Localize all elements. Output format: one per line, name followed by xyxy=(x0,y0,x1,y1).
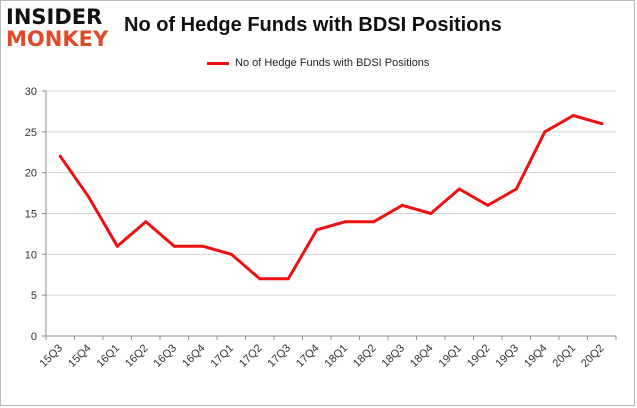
data-point-19Q1 xyxy=(457,187,461,191)
x-tick-label-16Q2: 16Q2 xyxy=(123,342,151,370)
y-tick-label-25: 25 xyxy=(25,127,37,139)
x-tick-label-17Q1: 17Q1 xyxy=(209,342,237,370)
x-tick-labels: 15Q3 15Q4 16Q1 16Q2 16Q3 16Q4 17Q1 17Q2 17Q3 17Q4… xyxy=(38,342,607,370)
y-tick-label-30: 30 xyxy=(25,86,37,98)
data-point-18Q3 xyxy=(400,203,404,207)
logo-line-1: INSIDER xyxy=(6,5,103,29)
x-tick-label-18Q3: 18Q3 xyxy=(380,342,408,370)
x-tick-label-19Q2: 19Q2 xyxy=(465,342,493,370)
data-point-19Q4 xyxy=(543,130,547,134)
insider-monkey-logo: INSIDER MONKEY xyxy=(6,6,118,52)
y-tick-label-5: 5 xyxy=(31,290,37,302)
x-tick-label-15Q3: 15Q3 xyxy=(38,342,66,370)
y-tick-label-20: 20 xyxy=(25,168,37,180)
data-point-17Q4 xyxy=(315,228,319,232)
y-tick-labels: 0 5 10 15 20 25 30 xyxy=(25,86,37,343)
data-point-15Q4 xyxy=(87,195,91,199)
x-tick-label-16Q3: 16Q3 xyxy=(152,342,180,370)
x-tick-label-17Q3: 17Q3 xyxy=(266,342,294,370)
x-tick-label-16Q1: 16Q1 xyxy=(95,342,123,370)
legend-label: No of Hedge Funds with BDSI Positions xyxy=(235,57,430,69)
data-point-16Q4 xyxy=(201,244,205,248)
x-tick-label-16Q4: 16Q4 xyxy=(180,342,208,370)
data-point-18Q4 xyxy=(429,212,433,215)
legend-swatch xyxy=(207,61,229,65)
data-point-16Q2 xyxy=(144,220,148,224)
data-point-18Q2 xyxy=(372,220,376,224)
data-point-17Q3 xyxy=(286,277,290,281)
x-tick-label-17Q2: 17Q2 xyxy=(237,342,265,370)
y-tick-label-15: 15 xyxy=(25,209,37,221)
legend: No of Hedge Funds with BDSI Positions xyxy=(207,57,429,69)
x-tick-label-20Q2: 20Q2 xyxy=(579,342,607,370)
data-point-19Q3 xyxy=(514,187,518,191)
data-point-20Q1 xyxy=(571,114,575,117)
chart-title: No of Hedge Funds with BDSI Positions xyxy=(124,14,502,36)
x-tick-label-19Q1: 19Q1 xyxy=(437,342,465,370)
series-group xyxy=(58,114,604,281)
x-tick-label-17Q4: 17Q4 xyxy=(294,342,322,370)
data-point-15Q3 xyxy=(58,154,62,158)
x-tick-label-20Q1: 20Q1 xyxy=(551,342,579,370)
x-tick-label-18Q1: 18Q1 xyxy=(323,342,351,370)
data-point-17Q2 xyxy=(258,277,262,281)
data-point-18Q1 xyxy=(343,220,347,224)
data-point-19Q2 xyxy=(486,203,490,207)
y-tick-label-0: 0 xyxy=(31,331,37,343)
x-tick-label-19Q4: 19Q4 xyxy=(522,342,550,370)
y-tick-label-10: 10 xyxy=(25,249,37,261)
x-tick-label-18Q4: 18Q4 xyxy=(408,342,436,370)
x-tick-label-19Q3: 19Q3 xyxy=(494,342,522,370)
x-tick-label-18Q2: 18Q2 xyxy=(351,342,379,370)
series-line-0 xyxy=(58,114,604,281)
data-point-16Q1 xyxy=(115,244,119,248)
logo-line-2: MONKEY xyxy=(6,27,109,51)
x-tick-label-15Q4: 15Q4 xyxy=(66,342,94,370)
data-point-20Q2 xyxy=(600,122,604,126)
axes xyxy=(42,90,617,340)
data-point-16Q3 xyxy=(172,244,176,248)
gridlines xyxy=(46,90,616,296)
data-point-17Q1 xyxy=(229,252,233,256)
